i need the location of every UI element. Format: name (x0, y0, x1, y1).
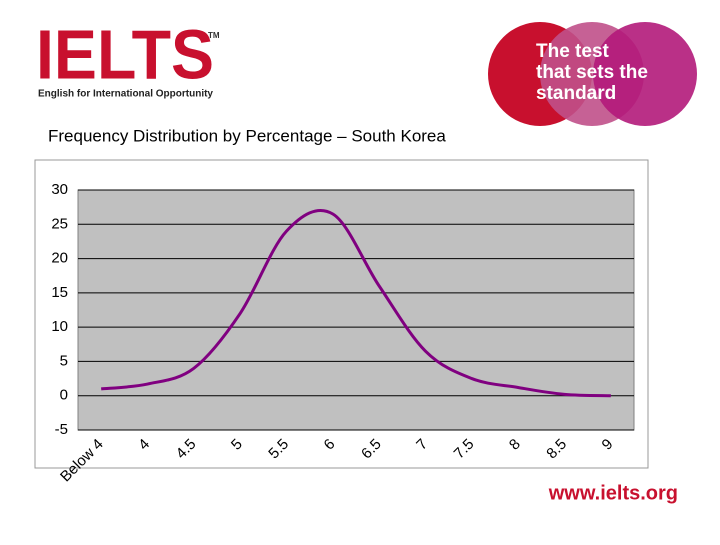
chart-title: Frequency Distribution by Percentage – S… (48, 126, 446, 145)
tagline: English for International Opportunity (38, 89, 213, 100)
y-tick-label: 5 (60, 352, 68, 369)
trademark: TM (208, 31, 220, 40)
y-tick-label: 25 (51, 215, 68, 232)
y-tick-label: 0 (60, 387, 68, 404)
logo: IELTS (36, 15, 214, 93)
slogan-line: that sets the (536, 62, 648, 83)
slogan-line: standard (536, 83, 616, 104)
series-line (101, 208, 611, 398)
y-tick-label: -5 (55, 421, 68, 438)
slogan-line: The test (536, 41, 610, 62)
y-tick-label: 10 (51, 318, 68, 335)
y-tick-label: 20 (51, 250, 68, 267)
y-tick-label: 30 (51, 181, 68, 198)
footer-url: www.ielts.org (548, 482, 678, 504)
y-tick-label: 15 (51, 284, 68, 301)
circle-magenta (593, 22, 697, 126)
